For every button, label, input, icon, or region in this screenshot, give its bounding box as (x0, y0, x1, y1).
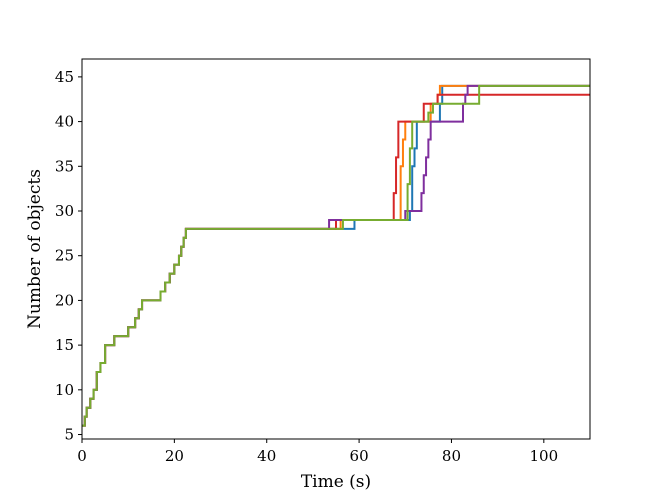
y-tick-label: 40 (55, 113, 74, 131)
x-tick-label: 100 (529, 447, 558, 465)
y-tick-label: 5 (64, 426, 74, 444)
x-tick-label: 0 (77, 447, 87, 465)
series-line-3 (82, 93, 590, 427)
series-line-2 (82, 84, 590, 427)
y-tick-label: 30 (55, 202, 74, 220)
series-lines (82, 84, 590, 427)
x-axis-label: Time (s) (301, 472, 371, 492)
plot-frame (81, 58, 591, 440)
series-line-4 (82, 84, 590, 427)
x-tick-label: 80 (442, 447, 461, 465)
y-axis-label: Number of objects (25, 169, 45, 329)
x-axis-ticks: 0 20 40 60 80 100 (77, 439, 558, 465)
y-tick-label: 35 (55, 157, 74, 175)
y-tick-label: 45 (55, 68, 74, 86)
y-tick-label: 10 (55, 381, 74, 399)
series-line-1 (82, 84, 590, 427)
y-tick-label: 15 (55, 336, 74, 354)
y-axis-ticks: 5 10 15 20 25 30 35 40 45 (55, 68, 82, 444)
series-line-5 (82, 84, 590, 427)
x-tick-label: 20 (165, 447, 184, 465)
x-tick-label: 40 (257, 447, 276, 465)
x-tick-label: 60 (350, 447, 369, 465)
y-tick-label: 25 (55, 247, 74, 265)
y-tick-label: 20 (55, 291, 74, 309)
